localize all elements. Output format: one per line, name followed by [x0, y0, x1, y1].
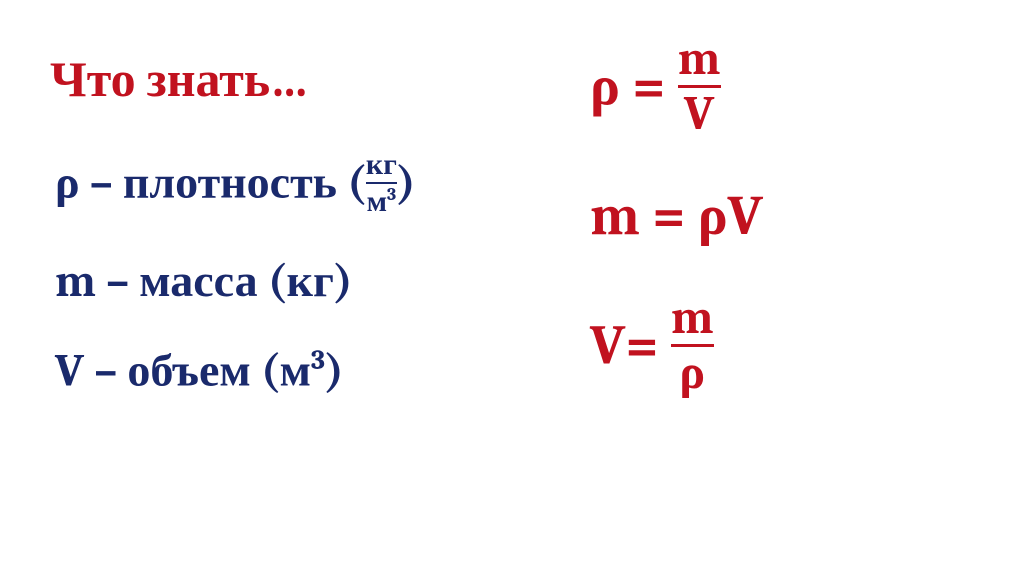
m-text: – масса (кг): [96, 255, 353, 308]
formulas-column: ρ = m V m = ρV V= m ρ: [590, 35, 763, 397]
slide-title: Что знать…: [50, 50, 309, 109]
definition-mass: m – масса (кг): [55, 259, 416, 305]
rho-unit-den-sup: 3: [387, 184, 396, 205]
f1-numerator: m: [678, 35, 721, 83]
m-symbol: m: [55, 255, 96, 308]
definitions-column: ρ – плотность ( кг м3 ) m – масса (кг) V…: [55, 150, 416, 394]
rho-unit-den-base: м: [367, 184, 387, 219]
f3-denominator: ρ: [671, 349, 714, 397]
rho-symbol: ρ: [55, 157, 80, 210]
f3-numerator: m: [671, 294, 714, 342]
rho-text: – плотность (: [80, 157, 366, 210]
v-close-paren: ): [325, 344, 344, 397]
v-text-pre: – объем (м: [84, 344, 311, 397]
definition-volume: V – объем (м3): [55, 347, 416, 394]
f1-lhs: ρ =: [590, 55, 678, 119]
v-symbol: V: [55, 344, 84, 397]
formula-volume: V= m ρ: [590, 294, 763, 397]
rho-unit-fraction: кг м3: [366, 150, 397, 217]
f3-lhs: V=: [590, 314, 671, 378]
f1-fraction: m V: [678, 35, 721, 138]
formula-mass: m = ρV: [590, 188, 763, 244]
formula-density: ρ = m V: [590, 35, 763, 138]
f1-denominator: V: [678, 90, 721, 138]
definition-density: ρ – плотность ( кг м3 ): [55, 150, 416, 217]
rho-close-paren: ): [397, 157, 416, 210]
rho-unit-denominator: м3: [366, 186, 397, 217]
v-sup: 3: [311, 344, 325, 376]
rho-unit-numerator: кг: [366, 150, 397, 180]
f3-fraction: m ρ: [671, 294, 714, 397]
